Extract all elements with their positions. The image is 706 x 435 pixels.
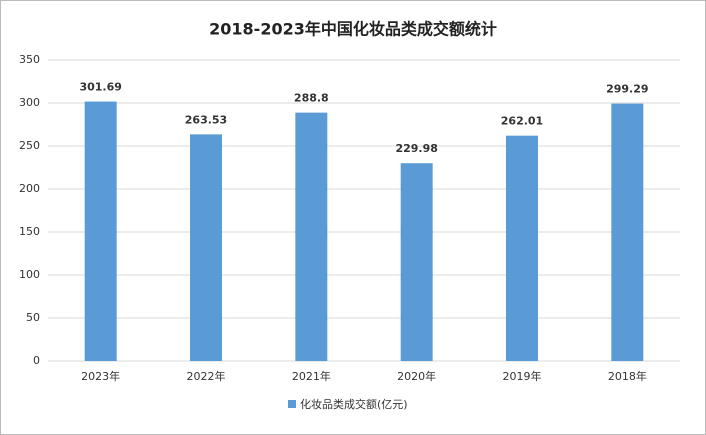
chart-title: 2018-2023年中国化妆品类成交额统计	[209, 20, 497, 39]
x-tick-label: 2022年	[187, 369, 226, 383]
value-label: 229.98	[395, 142, 437, 155]
legend-swatch	[288, 400, 296, 408]
y-tick-label: 250	[19, 139, 40, 152]
x-tick-label: 2023年	[81, 369, 120, 383]
bar	[84, 101, 117, 361]
x-tick-label: 2019年	[503, 369, 542, 383]
y-tick-label: 200	[19, 182, 40, 195]
y-tick-label: 100	[19, 268, 40, 281]
value-label: 288.8	[294, 92, 329, 105]
value-label: 263.53	[185, 113, 227, 126]
x-tick-label: 2021年	[292, 369, 331, 383]
x-tick-label: 2018年	[608, 369, 647, 383]
y-tick-label: 350	[19, 53, 40, 66]
y-tick-label: 150	[19, 225, 40, 238]
value-label: 262.01	[501, 115, 543, 128]
y-tick-label: 0	[33, 354, 40, 367]
y-tick-label: 50	[26, 311, 40, 324]
value-label: 301.69	[79, 81, 121, 94]
bar	[400, 163, 433, 361]
bar	[506, 135, 538, 361]
bar	[295, 112, 328, 362]
legend-label: 化妆品类成交额(亿元)	[300, 397, 408, 411]
value-label: 299.29	[606, 83, 648, 96]
bar	[190, 134, 222, 361]
y-tick-label: 300	[19, 96, 40, 109]
bar	[611, 103, 644, 362]
x-tick-label: 2020年	[397, 369, 436, 383]
